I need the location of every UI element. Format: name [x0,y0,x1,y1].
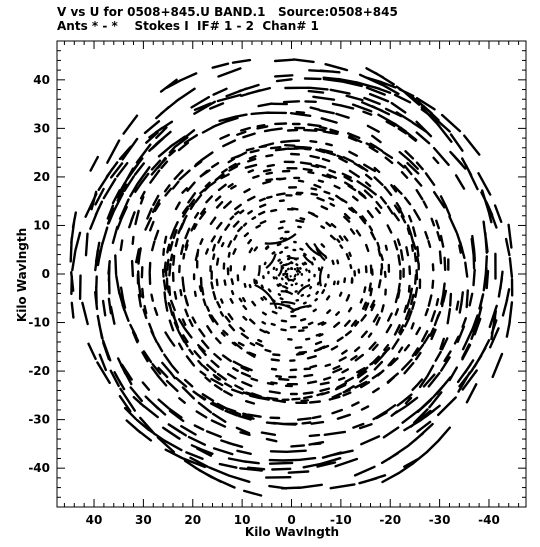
tick-marks [57,41,526,507]
uv-core-arcs [254,233,326,313]
uv-track-segments [69,58,514,497]
x-tick-label: 10 [234,513,251,527]
x-axis-title: Kilo Wavlngth [245,525,339,539]
y-tick-label: 10 [33,218,50,232]
y-tick-label: 0 [42,267,50,281]
x-tick-label: -40 [478,513,500,527]
plot-title: V vs U for 0508+845.U BAND.1 Source:0508… [57,5,398,19]
y-tick-label: -10 [28,316,50,330]
y-tick-label: -40 [28,461,50,475]
x-tick-label: -10 [330,513,352,527]
x-tick-label: -20 [379,513,401,527]
x-tick-label: 30 [135,513,152,527]
plot-frame [56,40,527,508]
x-tick-labels: 40 30 20 10 0 -10 -20 -30 -40 [86,513,500,527]
x-tick-label: 0 [287,513,295,527]
y-tick-label: -20 [28,364,50,378]
x-tick-label: 20 [184,513,201,527]
x-tick-label: -30 [429,513,451,527]
y-tick-label: -30 [28,413,50,427]
plot-subtitle: Ants * - * Stokes I IF# 1 - 2 Chan# 1 [57,19,319,33]
y-tick-label: 20 [33,170,50,184]
y-tick-labels: 40 30 20 10 0 -10 -20 -30 -40 [28,73,50,475]
y-tick-label: 30 [33,121,50,135]
y-axis-title: Kilo Wavlngth [15,228,29,322]
y-tick-label: 40 [33,73,50,87]
uv-points [69,58,514,497]
x-tick-label: 40 [86,513,103,527]
